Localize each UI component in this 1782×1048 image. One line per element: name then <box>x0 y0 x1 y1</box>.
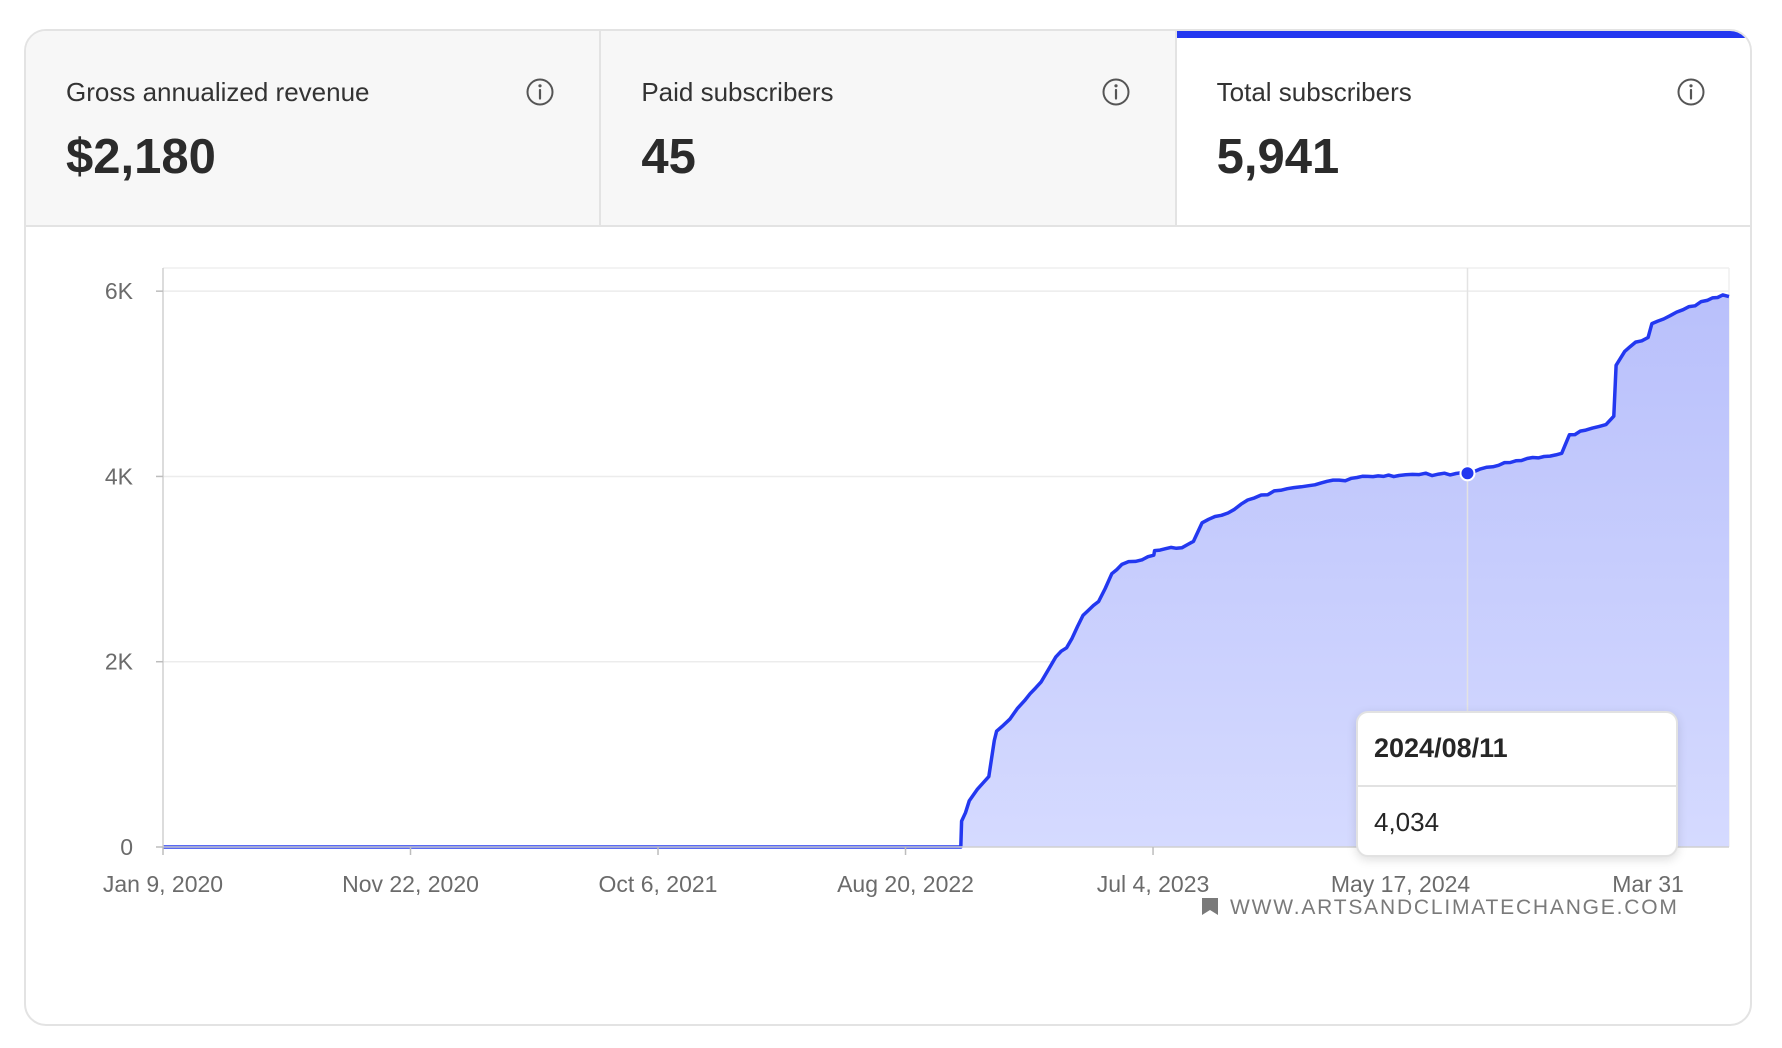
stat-label: Paid subscribers <box>641 77 834 107</box>
x-tick-label: Mar 31 <box>1612 871 1684 897</box>
watermark[interactable]: WWW.ARTSANDCLIMATECHANGE.COM <box>1202 896 1679 919</box>
info-circle-icon[interactable] <box>1101 77 1131 107</box>
x-tick-label: Oct 6, 2021 <box>599 871 718 897</box>
tooltip-date: 2024/08/11 <box>1374 733 1508 763</box>
tooltip-value: 4,034 <box>1374 807 1440 837</box>
stat-label: Total subscribers <box>1216 77 1412 107</box>
x-tick-label: May 17, 2024 <box>1331 871 1471 897</box>
stats-tabs: Gross annualized revenue $2,180 Paid sub… <box>26 31 1750 227</box>
series-area <box>163 294 1729 847</box>
stat-tab-paid-subscribers[interactable]: Paid subscribers 45 <box>599 31 1175 225</box>
chart-tooltip: 2024/08/11 4,034 <box>1356 711 1678 857</box>
tooltip-divider <box>1358 785 1676 787</box>
bookmark-icon <box>1202 898 1218 915</box>
x-tick-label: Nov 22, 2020 <box>342 871 479 897</box>
info-circle-icon[interactable] <box>525 77 555 107</box>
x-tick-label: Aug 20, 2022 <box>837 871 974 897</box>
subscribers-chart[interactable]: 0 2K 4K 6K Jan 9, 2020 Nov 22, 2020 Oct 6, 20… <box>26 227 1750 1026</box>
x-tick-label: Jan 9, 2020 <box>103 871 223 897</box>
stat-label: Gross annualized revenue <box>66 77 370 107</box>
stats-card: Gross annualized revenue $2,180 Paid sub… <box>24 29 1752 1026</box>
x-tick-labels: Jan 9, 2020 Nov 22, 2020 Oct 6, 2021 Aug 20… <box>103 847 1684 897</box>
y-tick-labels: 0 2K 4K 6K <box>105 278 163 860</box>
x-tick-label: Jul 4, 2023 <box>1097 871 1210 897</box>
stat-tab-total-subscribers[interactable]: Total subscribers 5,941 <box>1174 31 1750 225</box>
y-tick-label: 4K <box>105 463 134 489</box>
y-tick-label: 0 <box>120 834 133 860</box>
y-tick-label: 2K <box>105 649 134 675</box>
watermark-text: WWW.ARTSANDCLIMATECHANGE.COM <box>1230 896 1679 919</box>
stat-value: $2,180 <box>66 130 216 184</box>
y-tick-label: 6K <box>105 278 134 304</box>
stat-tab-gross-revenue[interactable]: Gross annualized revenue $2,180 <box>26 31 600 225</box>
stat-value: 45 <box>641 130 696 184</box>
hover-point <box>1459 465 1476 482</box>
stat-value: 5,941 <box>1216 130 1340 184</box>
chart-svg[interactable]: 0 2K 4K 6K Jan 9, 2020 Nov 22, 2020 Oct 6, 20… <box>26 227 1750 1026</box>
info-circle-icon[interactable] <box>1676 77 1706 107</box>
